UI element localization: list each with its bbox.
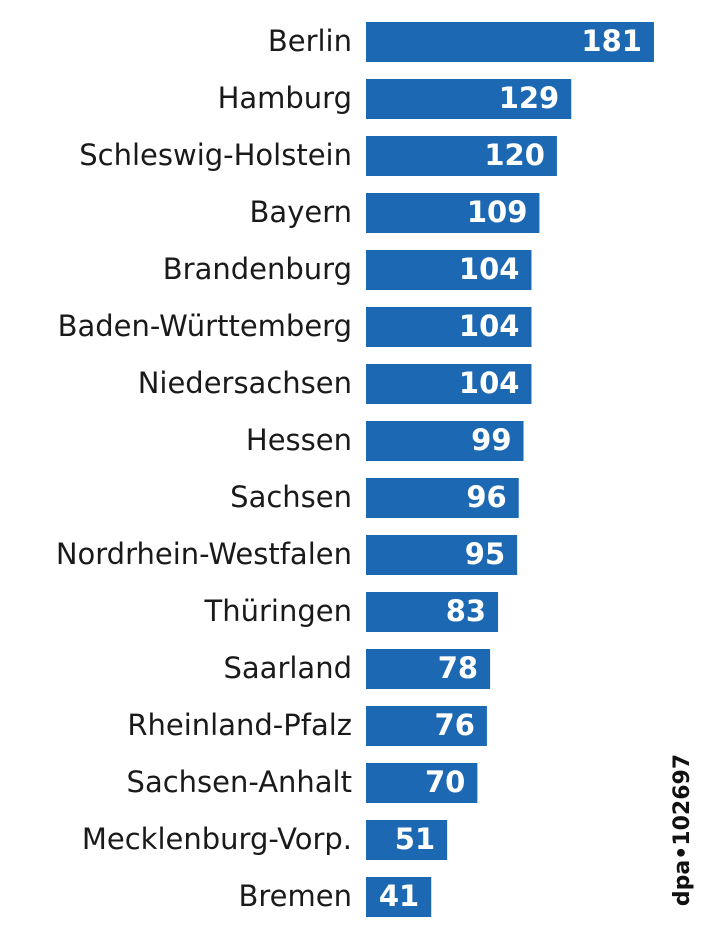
category-label: Mecklenburg-Vorp. [82, 822, 352, 856]
value-label: 99 [471, 423, 511, 457]
bar [366, 193, 540, 233]
bar [366, 250, 532, 290]
value-label: 95 [465, 537, 505, 571]
value-label: 120 [484, 138, 545, 172]
category-label: Niedersachsen [138, 366, 352, 400]
value-label: 104 [459, 366, 520, 400]
bar [366, 877, 432, 917]
category-label: Rheinland-Pfalz [127, 708, 352, 742]
category-label: Hamburg [218, 81, 352, 115]
category-label: Bayern [250, 195, 352, 229]
bar [366, 79, 572, 119]
value-label: 181 [581, 24, 642, 58]
category-label: Sachsen-Anhalt [127, 765, 352, 799]
bar [366, 706, 487, 746]
bar [366, 364, 532, 404]
category-label: Saarland [224, 651, 353, 685]
category-label: Hessen [246, 423, 352, 457]
category-label: Schleswig-Holstein [79, 138, 352, 172]
value-label: 70 [425, 765, 465, 799]
bar [366, 478, 519, 518]
value-label: 96 [466, 480, 506, 514]
bar [366, 535, 518, 575]
source: dpa•102697 [670, 754, 695, 906]
value-label: 41 [379, 879, 419, 913]
category-label: Nordrhein-Westfalen [56, 537, 352, 571]
value-label: 78 [438, 651, 478, 685]
category-label: Thüringen [204, 594, 352, 628]
value-label: 109 [467, 195, 528, 229]
category-label: Sachsen [230, 480, 352, 514]
value-label: 76 [435, 708, 475, 742]
bar [366, 136, 557, 176]
bar [366, 649, 491, 689]
bar [366, 820, 448, 860]
value-label: 83 [446, 594, 486, 628]
value-label: 104 [459, 252, 520, 286]
category-label: Berlin [268, 24, 352, 58]
bar [366, 421, 524, 461]
bar [366, 22, 654, 62]
value-label: 51 [395, 822, 435, 856]
category-label: Bremen [239, 879, 353, 913]
bar [366, 592, 499, 632]
bar [366, 307, 532, 347]
bar [366, 763, 478, 803]
category-label: Baden-Württemberg [58, 309, 352, 343]
value-label: 129 [499, 81, 560, 115]
category-label: Brandenburg [163, 252, 352, 286]
value-label: 104 [459, 309, 520, 343]
